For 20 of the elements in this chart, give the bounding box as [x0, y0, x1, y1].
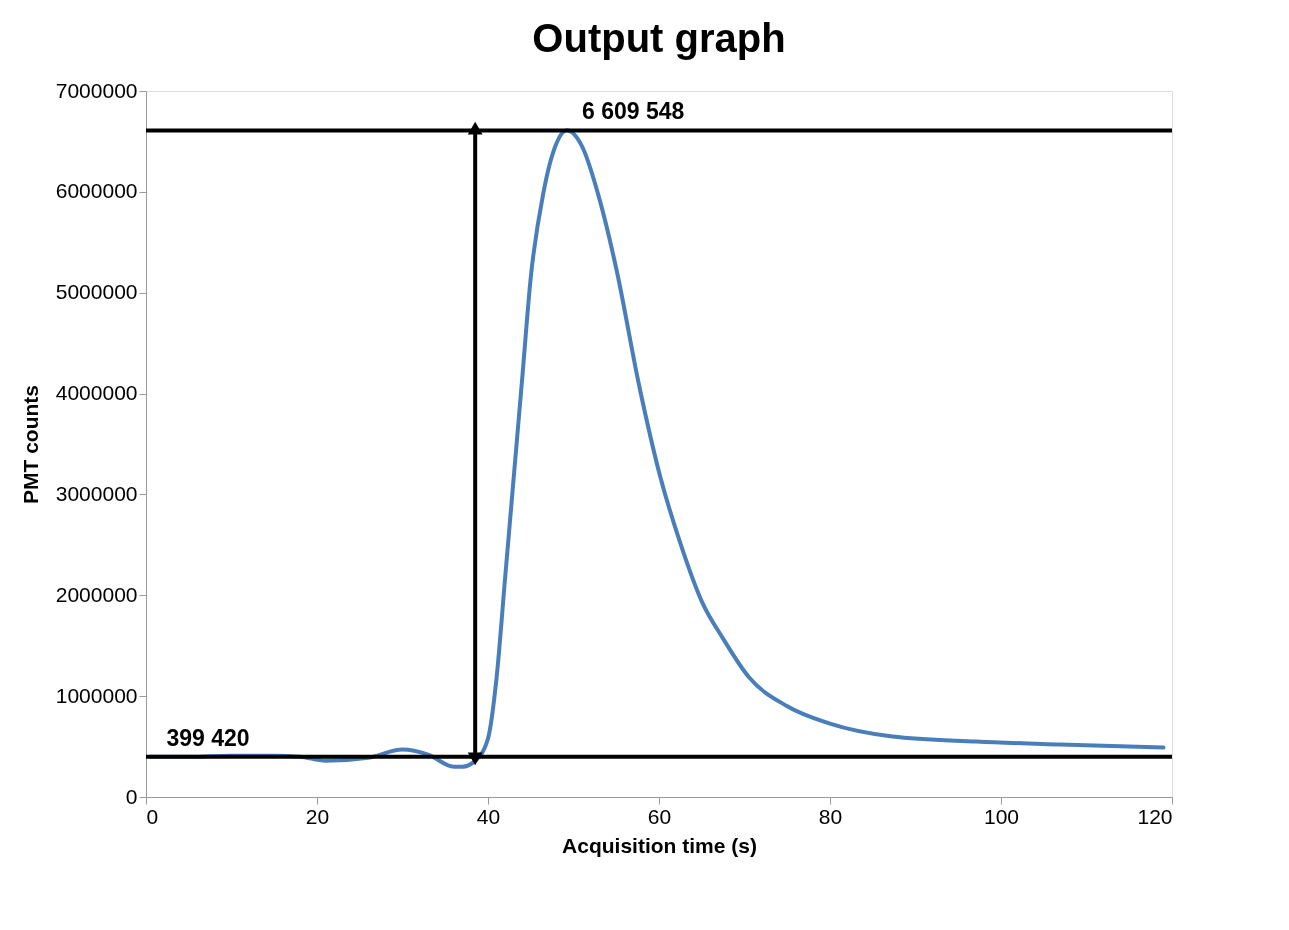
- x-tick-label: 20: [305, 804, 330, 828]
- y-tick-label: 5000000: [55, 280, 138, 304]
- x-tick-label: 100: [983, 804, 1020, 828]
- y-tick-label: 2000000: [55, 582, 138, 606]
- y-tick-label: 3000000: [55, 481, 138, 505]
- x-tick-label: 80: [818, 804, 843, 828]
- ref-line-label: 399 420: [166, 724, 250, 751]
- y-tick-label: 7000000: [55, 78, 138, 102]
- x-tick-label: 0: [146, 804, 159, 828]
- ref-line-label: 6 609 548: [582, 98, 685, 125]
- x-tick-label: 120: [1137, 804, 1173, 828]
- x-tick-label: 40: [476, 804, 501, 828]
- y-tick-label: 6000000: [55, 179, 138, 203]
- y-tick-label: 0: [125, 784, 138, 808]
- y-tick-label: 4000000: [55, 381, 138, 405]
- chart-title: Output graph: [532, 16, 786, 60]
- y-axis-title: PMT counts: [18, 385, 42, 504]
- x-tick-label: 60: [647, 804, 672, 828]
- x-axis-title: Acquisition time (s): [562, 833, 757, 857]
- y-tick-label: 1000000: [55, 683, 138, 707]
